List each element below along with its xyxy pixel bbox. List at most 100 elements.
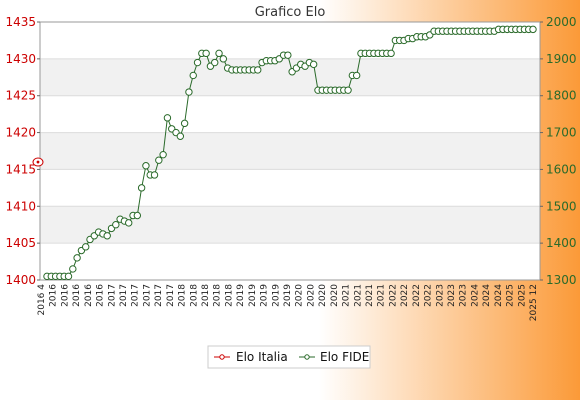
plot-area [40, 22, 540, 280]
elo-fide-point [202, 49, 210, 58]
elo-fide-point [176, 132, 185, 140]
x-tick-label: 2019 [248, 284, 258, 307]
left-tick-label: 1425 [5, 89, 36, 103]
x-tick-label: 2023 [435, 284, 445, 307]
x-tick-label: 2021 [365, 284, 375, 307]
elo-fide-point [142, 162, 150, 170]
x-tick-label: 2024 [470, 284, 480, 307]
x-tick-label: 2016 [49, 284, 59, 307]
left-tick-label: 1435 [5, 15, 36, 29]
elo-italia-point-core [36, 160, 40, 164]
x-tick-label: 2025 [517, 284, 527, 307]
right-tick-label: 1500 [546, 199, 577, 213]
elo-fide-point [163, 114, 172, 122]
right-tick-label: 1600 [546, 162, 577, 176]
right-tick-label: 1400 [546, 236, 577, 250]
x-tick-label: 2016 [84, 284, 94, 307]
x-tick-label: 2016 [72, 284, 82, 307]
right-tick-label: 2000 [546, 15, 577, 29]
elo-fide-point [64, 272, 73, 281]
x-tick-label: 2016 4 [37, 284, 47, 316]
legend-label-italia: Elo Italia [236, 350, 288, 364]
x-tick-label: 2022 [412, 284, 422, 307]
x-tick-label: 2017 [119, 284, 129, 307]
left-tick-label: 1410 [5, 199, 36, 213]
x-tick-label: 2019 [236, 284, 246, 307]
x-tick-label: 2022 [388, 284, 398, 307]
right-tick-label: 1700 [546, 126, 577, 140]
elo-fide-point [344, 86, 352, 94]
x-tick-label: 2016 [60, 284, 70, 307]
left-tick-label: 1420 [5, 126, 36, 140]
left-tick-label: 1430 [5, 52, 36, 66]
elo-fide-point [185, 88, 193, 96]
x-tick-label: 2020 [306, 284, 316, 307]
x-tick-label: 2018 [189, 284, 199, 307]
x-tick-label: 2021 [342, 284, 352, 307]
elo-fide-point [284, 51, 292, 59]
elo-fide-point [215, 49, 223, 58]
elo-fide-point [125, 219, 133, 227]
x-tick-label: 2022 [400, 284, 410, 307]
left-tick-label: 1415 [5, 162, 36, 176]
x-tick-label: 2017 [142, 284, 152, 307]
left-tick-label: 1400 [5, 273, 36, 287]
x-axis-labels: 2016 4 2016 2016 2016 2016 2016 2017 2017 2017 20… [37, 284, 539, 321]
elo-fide-point [254, 66, 262, 74]
left-axis: 1400 1405 1410 1415 1420 1425 1430 1435 [5, 15, 40, 287]
elo-fide-point [133, 211, 142, 220]
plot-border [39, 21, 541, 281]
elo-fide-point [69, 265, 77, 273]
x-tick-label: 2017 [166, 284, 176, 307]
elo-fide-point [159, 150, 167, 159]
legend: Elo Italia Elo FIDE [207, 345, 371, 369]
x-tick-label: 2020 [318, 284, 328, 307]
x-tick-label: 2017 [154, 284, 164, 307]
x-tick-label: 2021 [377, 284, 387, 307]
x-tick-label: 2017 [131, 284, 141, 307]
left-tick-label: 1405 [5, 236, 36, 250]
elo-fide-point [219, 55, 228, 63]
grid-band [40, 206, 540, 244]
right-tick-label: 1300 [546, 273, 577, 287]
x-tick-label: 2018 [201, 284, 211, 307]
elo-fide-point [309, 60, 318, 69]
legend-label-fide: Elo FIDE [320, 350, 369, 364]
legend-box [207, 345, 371, 369]
x-tick-label: 2019 [283, 284, 293, 307]
grid-band [40, 132, 540, 170]
elo-fide-point [189, 71, 197, 80]
elo-fide-point [137, 184, 146, 192]
elo-fide-point [155, 156, 163, 164]
x-tick-label: 2020 [330, 284, 340, 307]
x-tick-label: 2021 [353, 284, 363, 307]
elo-fide-point [180, 119, 189, 128]
elo-fide-point [352, 71, 361, 80]
x-tick-label: 2025 12 [529, 284, 539, 321]
chart-title: Grafico Elo [255, 5, 326, 20]
legend-marker-fide [304, 354, 310, 360]
elo-fide-point [211, 58, 219, 67]
x-tick-label: 2024 [494, 284, 504, 307]
x-tick-label: 2023 [459, 284, 469, 307]
legend-marker-italia [219, 354, 225, 360]
elo-fide-point [387, 49, 395, 58]
x-tick-label: 2019 [260, 284, 270, 307]
right-tick-label: 1800 [546, 89, 577, 103]
elo-fide-point [73, 254, 81, 262]
right-tick-label: 1900 [546, 52, 577, 66]
series-layer [32, 25, 537, 281]
x-tick-label: 2020 [295, 284, 305, 307]
elo-fide-point [112, 221, 120, 229]
elo-fide-point [82, 243, 90, 251]
elo-fide-point [150, 171, 159, 179]
right-axis: 1300 1400 1500 1600 1700 1800 1900 2000 [540, 15, 577, 287]
x-tick-label: 2018 [224, 284, 234, 307]
x-tick-label: 2018 [213, 284, 223, 307]
x-tick-label: 2022 [424, 284, 434, 307]
elo-fide-point [193, 58, 202, 67]
x-tick-label: 2024 [482, 284, 492, 307]
elo-fide-point [529, 25, 537, 34]
x-tick-label: 2016 [96, 284, 106, 307]
